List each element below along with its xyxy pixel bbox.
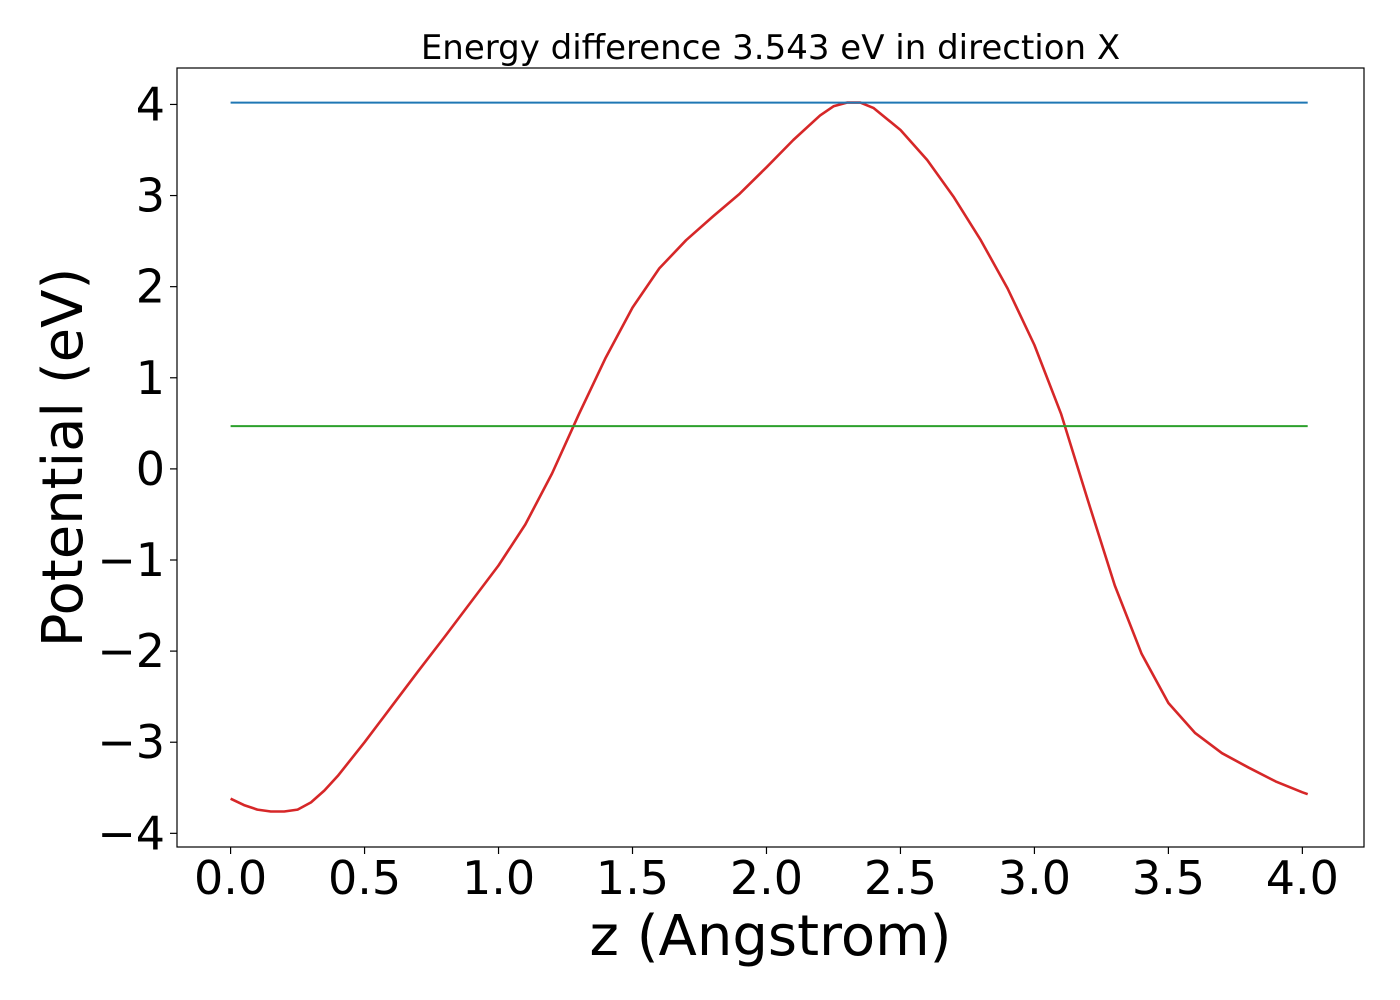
x-tick-label: 1.5 <box>596 851 669 905</box>
y-tick-label: 1 <box>136 351 165 405</box>
y-tick-label: 3 <box>136 169 165 223</box>
x-tick-label: 3.5 <box>1132 851 1205 905</box>
x-tick-label: 0.5 <box>328 851 401 905</box>
x-tick-label: 2.0 <box>730 851 803 905</box>
y-tick-label: 0 <box>136 442 165 496</box>
x-axis: 0.0 0.5 1.0 1.5 2.0 2.5 3.0 3.5 4.0 <box>194 847 1339 905</box>
y-tick-label: −1 <box>97 533 165 587</box>
series-line-0 <box>230 101 1309 813</box>
x-tick-label: 2.5 <box>864 851 937 905</box>
x-tick-label: 0.0 <box>194 851 267 905</box>
chart-title: Energy difference 3.543 eV in direction … <box>421 28 1120 68</box>
y-axis: −4 −3 −2 −1 0 1 2 3 4 <box>97 77 177 860</box>
plot-frame <box>176 67 1365 848</box>
x-tick-label: 1.0 <box>462 851 535 905</box>
y-tick-label: −4 <box>97 806 165 860</box>
series-layer <box>230 101 1309 813</box>
x-axis-title: z (Angstrom) <box>590 904 952 969</box>
y-tick-label: 4 <box>136 77 165 131</box>
y-axis-title: Potential (eV) <box>31 268 96 648</box>
x-tick-label: 3.0 <box>998 851 1071 905</box>
y-tick-label: 2 <box>136 260 165 314</box>
y-tick-label: −3 <box>97 715 165 769</box>
y-tick-label: −2 <box>97 624 165 678</box>
x-tick-label: 4.0 <box>1266 851 1339 905</box>
